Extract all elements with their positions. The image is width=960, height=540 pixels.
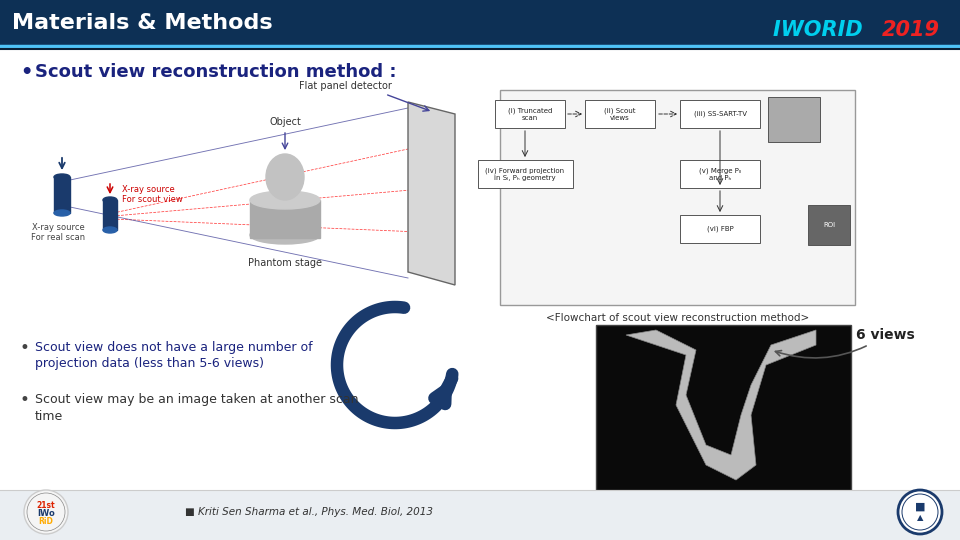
Text: ■ Kriti Sen Sharma et al., Phys. Med. Biol, 2013: ■ Kriti Sen Sharma et al., Phys. Med. Bi… bbox=[185, 507, 433, 517]
Text: Flat panel detector: Flat panel detector bbox=[299, 81, 392, 91]
Polygon shape bbox=[408, 102, 455, 285]
Text: IWORID: IWORID bbox=[773, 20, 870, 40]
Text: (iv) Forward projection
in Sₗ, Pₕ geometry: (iv) Forward projection in Sₗ, Pₕ geomet… bbox=[486, 167, 564, 181]
Text: (vi) FBP: (vi) FBP bbox=[707, 226, 733, 232]
Text: time: time bbox=[35, 409, 63, 422]
Text: •: • bbox=[20, 391, 30, 409]
Text: projection data (less than 5-6 views): projection data (less than 5-6 views) bbox=[35, 357, 264, 370]
Circle shape bbox=[24, 490, 68, 534]
Ellipse shape bbox=[54, 174, 70, 180]
Circle shape bbox=[898, 490, 942, 534]
Text: ▲: ▲ bbox=[917, 514, 924, 523]
Bar bbox=[500, 90, 855, 305]
Ellipse shape bbox=[250, 226, 320, 244]
Bar bbox=[585, 100, 655, 128]
Bar bbox=[54, 177, 70, 213]
Text: •: • bbox=[20, 339, 30, 357]
Text: Materials & Methods: Materials & Methods bbox=[12, 13, 273, 33]
Text: X-ray source
For real scan: X-ray source For real scan bbox=[31, 223, 85, 242]
Text: X-ray source
For scout view: X-ray source For scout view bbox=[122, 185, 182, 205]
Bar bbox=[808, 205, 850, 245]
Text: ROI: ROI bbox=[823, 222, 835, 228]
Text: RiD: RiD bbox=[38, 516, 54, 525]
Bar bbox=[680, 215, 760, 243]
Text: 2019: 2019 bbox=[882, 20, 940, 40]
Bar bbox=[250, 200, 320, 238]
Ellipse shape bbox=[54, 210, 70, 216]
Text: Phantom stage: Phantom stage bbox=[248, 258, 322, 268]
Text: <Flowchart of scout view reconstruction method>: <Flowchart of scout view reconstruction … bbox=[546, 313, 809, 323]
Text: Scout view may be an image taken at another scan: Scout view may be an image taken at anot… bbox=[35, 394, 358, 407]
Text: IWo: IWo bbox=[37, 510, 55, 518]
Text: (ii) Scout
views: (ii) Scout views bbox=[604, 107, 636, 121]
Text: 21st: 21st bbox=[36, 502, 56, 510]
Bar bbox=[0, 0, 960, 46]
Bar bbox=[596, 325, 851, 490]
Polygon shape bbox=[626, 330, 816, 480]
Ellipse shape bbox=[103, 197, 117, 203]
Bar bbox=[680, 100, 760, 128]
Ellipse shape bbox=[266, 154, 304, 200]
Ellipse shape bbox=[103, 227, 117, 233]
Text: Scout view does not have a large number of: Scout view does not have a large number … bbox=[35, 341, 313, 354]
Bar bbox=[103, 200, 117, 230]
Text: ■: ■ bbox=[915, 502, 925, 512]
Text: Object: Object bbox=[269, 117, 300, 127]
Text: (iii) SS-SART-TV: (iii) SS-SART-TV bbox=[693, 111, 747, 117]
Text: (v) Merge Pₗₗ
and Pₕ: (v) Merge Pₗₗ and Pₕ bbox=[699, 167, 741, 181]
Text: Scout view reconstruction method :: Scout view reconstruction method : bbox=[35, 63, 396, 81]
Text: •: • bbox=[20, 63, 33, 82]
Ellipse shape bbox=[250, 191, 320, 209]
Bar bbox=[680, 160, 760, 188]
Bar bbox=[0, 490, 960, 540]
Bar bbox=[495, 100, 565, 128]
Bar bbox=[477, 160, 572, 188]
Text: (i) Truncated
scan: (i) Truncated scan bbox=[508, 107, 552, 121]
Bar bbox=[768, 97, 820, 142]
Text: 6 views: 6 views bbox=[776, 328, 915, 358]
